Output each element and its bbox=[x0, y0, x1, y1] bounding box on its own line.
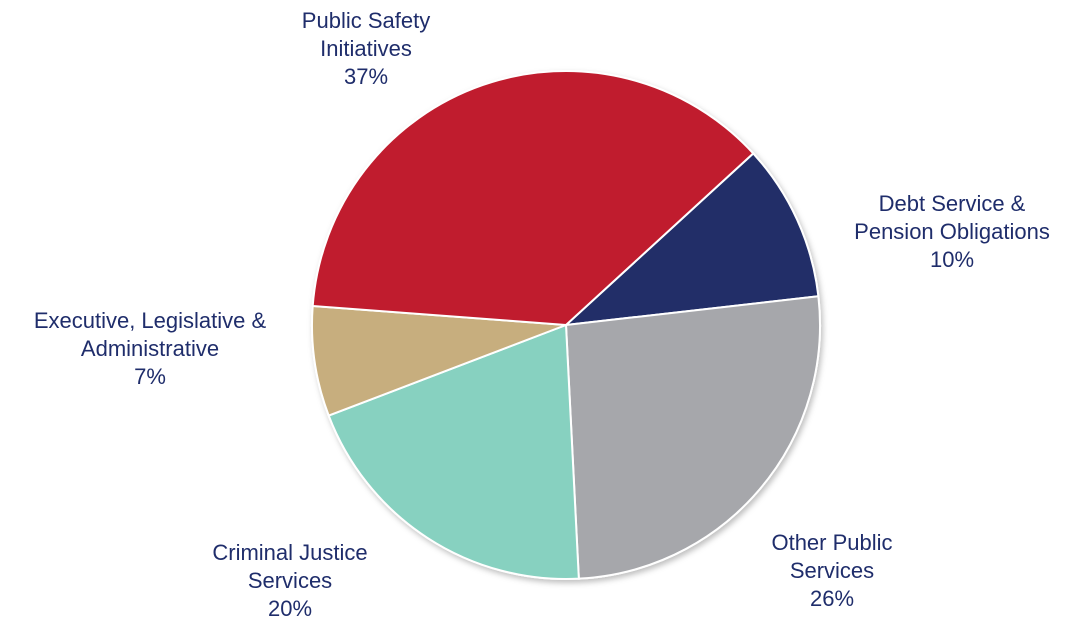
slice-label-criminal-justice: Criminal Justice Services 20% bbox=[212, 540, 368, 621]
pie-slice-other-public-services bbox=[564, 295, 821, 580]
pie-slice-criminal-justice bbox=[327, 323, 580, 580]
slice-label-other-public-services: Other Public Services 26% bbox=[771, 530, 893, 611]
pie-slices bbox=[311, 69, 821, 580]
slice-label-executive-legislative: Executive, Legislative & Administrative … bbox=[33, 308, 267, 389]
slice-label-public-safety: Public Safety Initiatives 37% bbox=[301, 8, 431, 89]
pie-slice-executive-legislative bbox=[311, 304, 567, 417]
slice-label-debt-service: Debt Service & Pension Obligations 10% bbox=[854, 191, 1050, 272]
pie-slice-public-safety bbox=[311, 69, 755, 327]
pie-slice-debt-service bbox=[563, 151, 820, 327]
